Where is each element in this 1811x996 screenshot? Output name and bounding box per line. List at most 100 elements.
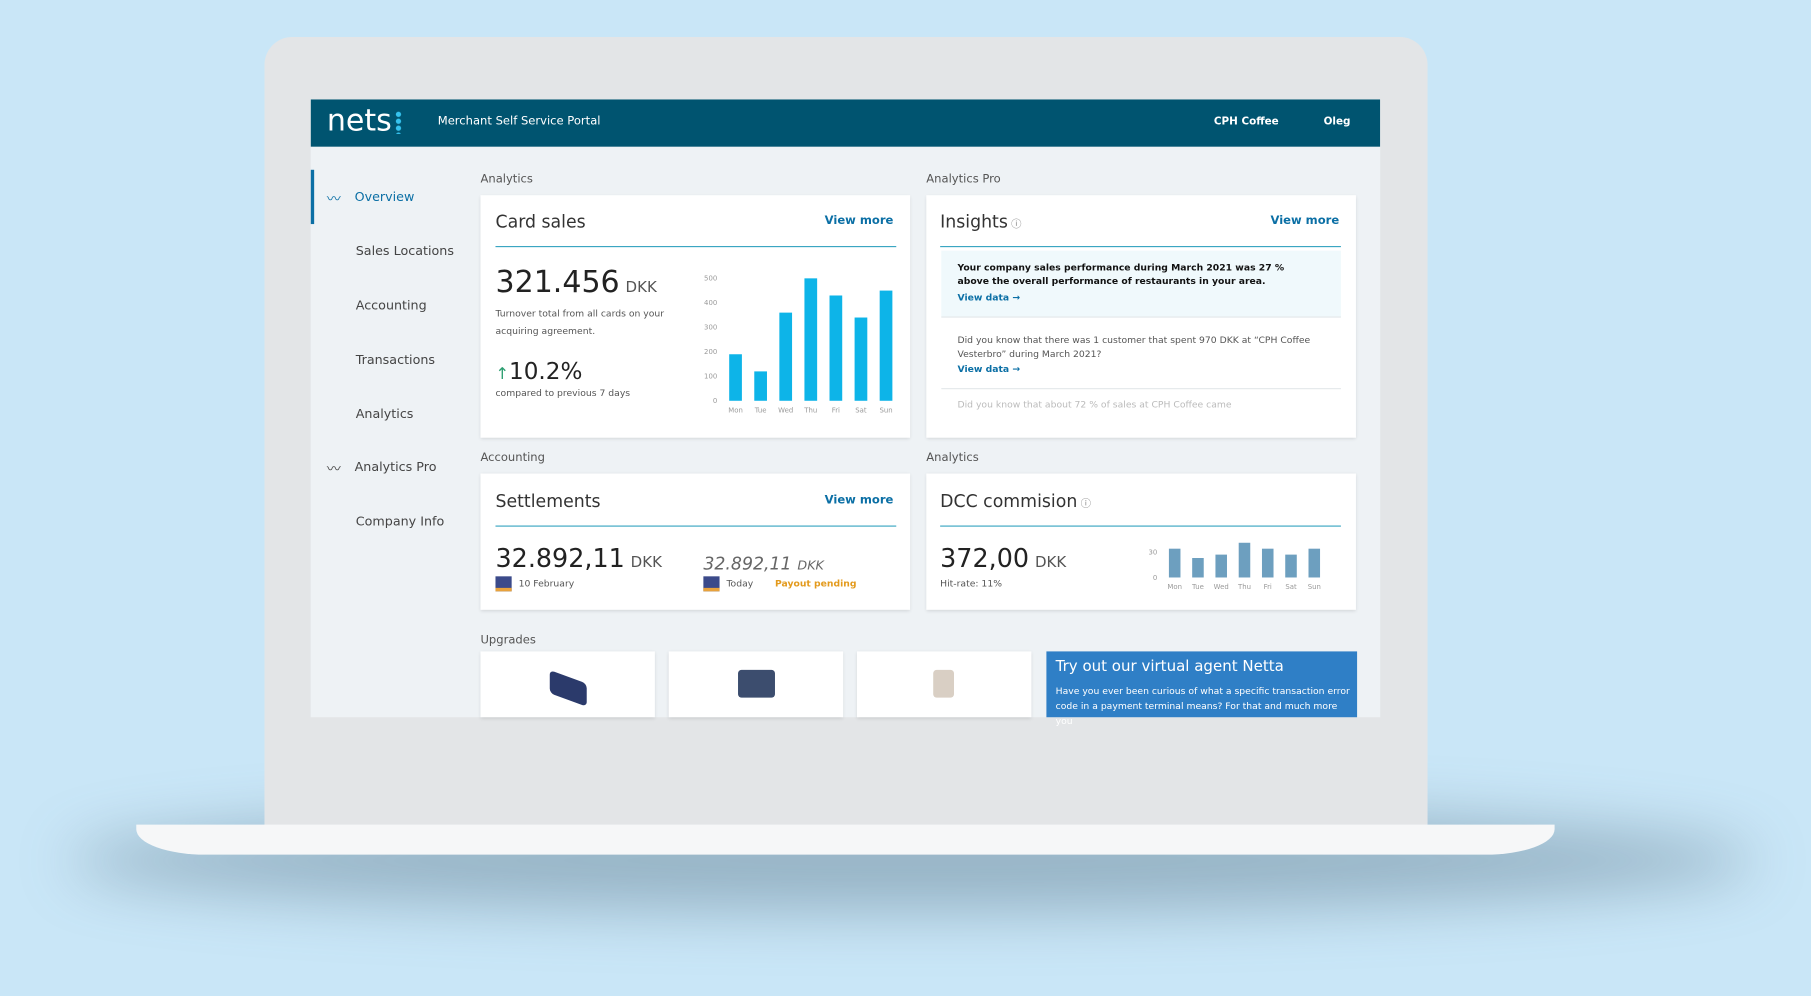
y-tick-label: 100 — [704, 373, 717, 381]
section-label: Analytics Pro — [926, 173, 1001, 186]
bar — [779, 312, 793, 401]
nav-item[interactable]: Transactions — [355, 352, 436, 368]
bar — [829, 295, 843, 401]
rolls-icon — [933, 669, 955, 698]
bar — [879, 290, 893, 401]
nav-item[interactable]: Sales Locations — [355, 243, 454, 259]
divider — [495, 525, 897, 527]
currency: DKK — [630, 554, 662, 572]
amount: 372,00 — [940, 545, 1030, 575]
nav-icon: 〰 — [326, 190, 341, 207]
laptop-base — [136, 824, 1555, 855]
x-tick-label: Sat — [855, 406, 867, 414]
netta-title: Try out our virtual agent Netta — [1055, 658, 1284, 676]
currency: DKK — [1034, 554, 1067, 572]
terminal-icon — [549, 670, 587, 707]
amount: 32.892,11 — [495, 545, 625, 575]
upgrade-tile[interactable] — [856, 651, 1032, 718]
nav-icon: 〰 — [326, 460, 341, 478]
y-tick-label: 400 — [704, 299, 717, 307]
card-title: DCC commision ⓘ — [940, 490, 1092, 512]
title-text: Insights — [940, 211, 1008, 233]
logo[interactable]: nets — [326, 103, 392, 139]
user[interactable]: Oleg — [1323, 116, 1351, 129]
x-tick-label: Sun — [879, 406, 892, 414]
x-tick-label: Wed — [778, 406, 793, 414]
insight-text: Your company sales performance during Ma… — [957, 262, 1285, 287]
section-label: Analytics — [480, 173, 533, 186]
upgrade-tile[interactable] — [480, 651, 655, 718]
nav-item[interactable]: Analytics — [355, 406, 414, 422]
merchant[interactable]: CPH Coffee — [1213, 116, 1279, 129]
divider — [940, 525, 1341, 527]
y-tick-label: 200 — [704, 348, 717, 356]
settlements-card — [480, 473, 911, 610]
x-tick-label: Wed — [1214, 583, 1229, 591]
card-title: Insights ⓘ — [940, 211, 1022, 233]
nav-item[interactable]: Analytics Pro — [354, 459, 437, 475]
view-more[interactable]: View more — [824, 494, 894, 508]
card-icon — [495, 576, 512, 592]
section-label: Upgrades — [480, 634, 536, 647]
divider — [940, 246, 1341, 248]
pending-date: Today — [726, 578, 754, 590]
bar — [1308, 548, 1321, 578]
amount-row: 372,00 DKK — [940, 545, 1066, 574]
amount-row: 32.892,11 DKK — [495, 545, 661, 574]
bar — [1261, 548, 1274, 578]
x-tick-label: Sat — [1285, 583, 1297, 591]
date: 10 February — [518, 578, 575, 590]
highlight — [941, 250, 1341, 318]
hit-rate: Hit-rate: 11% — [940, 578, 1002, 590]
bar — [1192, 558, 1204, 578]
view-more[interactable]: View more — [824, 214, 894, 228]
portal-name: Merchant Self Service Portal — [437, 115, 601, 129]
y-tick-label: 0 — [713, 397, 717, 405]
nav-item[interactable]: Company Info — [355, 513, 445, 529]
section-label: Analytics — [926, 451, 979, 465]
amount-row: 321.456 DKK — [495, 266, 656, 301]
change: 10.2% — [509, 356, 583, 385]
amount: 321.456 — [495, 265, 620, 301]
insights-card: Your company sales performance during Ma… — [926, 195, 1356, 438]
x-tick-label: Fri — [832, 406, 840, 414]
y-tick-label: 300 — [704, 324, 717, 332]
section-label: Accounting — [480, 451, 545, 465]
y-tick-label: 0 — [1153, 574, 1157, 582]
divider — [941, 388, 1341, 390]
insight-text: Did you know that about 72 % of sales at… — [957, 399, 1232, 411]
y-tick-label: 30 — [1148, 548, 1157, 556]
nav-item[interactable]: Overview — [354, 189, 415, 205]
bar — [1215, 554, 1227, 578]
bar — [754, 371, 767, 401]
upgrade-tile[interactable] — [668, 651, 844, 718]
x-tick-label: Sun — [1308, 583, 1321, 591]
shop-icon — [738, 669, 775, 698]
netta-text: Have you ever been curious of what a spe… — [1055, 686, 1350, 727]
header: nets Merchant Self Service Portal CPH Co… — [310, 99, 1381, 147]
insight-link[interactable]: View data → — [957, 292, 1021, 303]
x-tick-label: Thu — [803, 406, 817, 414]
title-text: DCC commision — [940, 490, 1078, 512]
bar — [804, 278, 818, 401]
insight-text: Did you know that there was 1 customer t… — [957, 334, 1311, 360]
description: Turnover total from all cards on your ac… — [495, 308, 665, 337]
y-tick-label: 500 — [704, 275, 717, 283]
change-note: compared to previous 7 days — [495, 388, 631, 399]
x-tick-label: Thu — [1237, 583, 1251, 591]
x-tick-label: Fri — [1264, 583, 1272, 591]
nav-item[interactable]: Accounting — [355, 297, 427, 313]
bar — [729, 354, 742, 401]
insight-link[interactable]: View data → — [957, 363, 1021, 375]
card-title: Settlements — [495, 490, 601, 512]
bar — [1238, 542, 1251, 578]
currency: DKK — [625, 279, 657, 297]
x-tick-label: Tue — [1191, 583, 1204, 591]
pending-amount: 32.892,11 — [703, 553, 792, 575]
divider — [495, 246, 897, 248]
view-more[interactable]: View more — [1270, 214, 1340, 228]
change-row: ↑10.2% — [495, 357, 582, 385]
netta-banner[interactable]: Try out our virtual agent Netta Have you… — [1046, 651, 1358, 726]
